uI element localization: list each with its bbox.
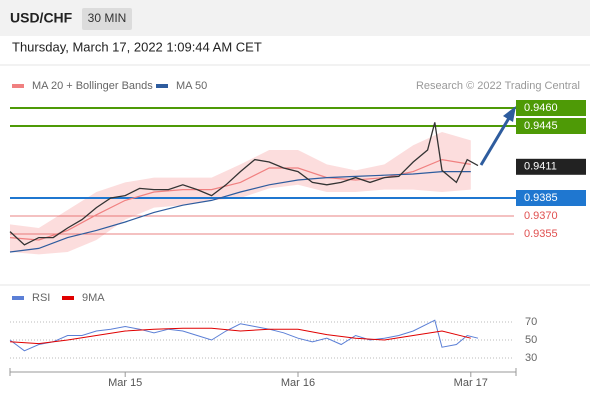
level-box: [516, 190, 586, 206]
legend-swatch: [12, 296, 24, 300]
legend-label: MA 20 + Bollinger Bands: [32, 80, 153, 92]
ma-line: [9, 158, 471, 241]
legend-swatch: [12, 84, 24, 88]
legend-label: RSI: [32, 292, 50, 304]
level-label: 0.9355: [524, 228, 558, 240]
level-label: 0.9460: [524, 102, 558, 114]
indicator-line: [9, 319, 479, 352]
x-tick-label: Mar 17: [454, 377, 488, 389]
level-box: [516, 158, 586, 175]
ma-line: [9, 171, 471, 253]
interval[interactable]: 30 MIN: [88, 11, 127, 25]
datetime: Thursday, March 17, 2022 1:09:44 AM CET: [12, 39, 262, 54]
level-label: 0.9445: [524, 120, 558, 132]
y-tick-label: 70: [525, 316, 537, 328]
level-label: 0.9411: [524, 161, 557, 173]
x-tick-label: Mar 15: [108, 377, 142, 389]
trend-arrow: [479, 117, 511, 166]
legend-swatch: [62, 296, 74, 300]
level-label: 0.9385: [524, 192, 558, 204]
y-tick-label: 50: [525, 334, 537, 346]
price-chart: 0.9460 0.9445 0.9411 0.9385 0.9370 0.9355 MA 2…: [9, 80, 586, 255]
legend-label: 9MA: [82, 292, 105, 304]
level-box: [516, 118, 586, 134]
level-box: [516, 100, 586, 116]
level-label: 0.9370: [524, 210, 558, 222]
x-tick-label: Mar 16: [281, 377, 315, 389]
price-line: [9, 122, 479, 246]
bollinger-band: [10, 132, 471, 255]
interval-badge[interactable]: [82, 8, 132, 30]
rsi-chart: 70 50 30 RSI 9MA Mar 15 Mar 16 Mar 17: [9, 292, 537, 389]
indicator-line: [9, 327, 471, 345]
y-tick-label: 30: [525, 352, 537, 364]
arrow-head: [503, 106, 516, 122]
legend-swatch: [156, 84, 168, 88]
source: Research © 2022 Trading Central: [416, 80, 580, 92]
legend-label: MA 50: [176, 80, 207, 92]
symbol: USD/CHF: [10, 10, 73, 26]
